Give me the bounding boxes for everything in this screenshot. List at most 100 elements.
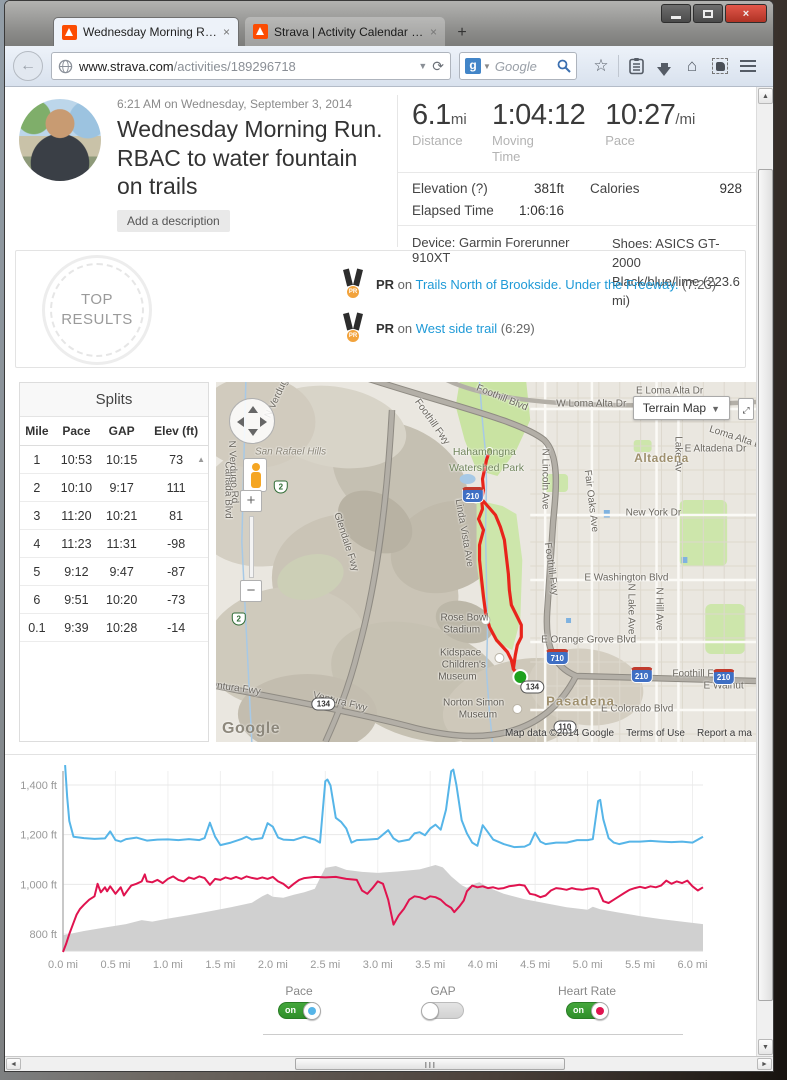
minimize-button[interactable] — [661, 4, 691, 23]
download-icon[interactable] — [650, 53, 678, 79]
maximize-icon — [703, 9, 713, 18]
svg-text:1.0 mi: 1.0 mi — [153, 959, 183, 971]
evernote-clipper-icon[interactable] — [706, 53, 734, 79]
heart-rate-toggle-group: Heart Rate on — [541, 984, 633, 1022]
chevron-down-icon: ▼ — [711, 404, 720, 414]
map-label: E Orange Grove Blvd — [541, 634, 637, 646]
vertical-scroll-thumb[interactable] — [758, 169, 773, 1001]
terms-of-use-link[interactable]: Terms of Use — [626, 728, 685, 739]
map-pan-control[interactable] — [229, 398, 275, 444]
splits-table: Mile Pace GAP Elev (ft) 1 10:53 10:15 73 2 10:10… — [20, 417, 208, 642]
map-label: Rose Bowl — [440, 612, 489, 624]
reload-icon[interactable]: ⟳ — [432, 57, 444, 74]
scroll-down-arrow[interactable]: ▼ — [758, 1039, 773, 1055]
svg-text:800 ft: 800 ft — [29, 929, 57, 941]
segment-link[interactable]: West side trail — [415, 320, 498, 336]
tab-close-icon[interactable]: × — [222, 25, 230, 39]
elevation-value: 381ft — [533, 181, 564, 197]
gap-toggle-label: GAP — [430, 984, 456, 998]
svg-text:6.0 mi: 6.0 mi — [678, 959, 708, 971]
google-engine-icon[interactable]: g — [465, 58, 481, 74]
pace-toggle-label: Pace — [285, 984, 313, 998]
device-info: Device: Garmin Forerunner 910XT — [412, 235, 570, 266]
search-icon[interactable] — [557, 59, 571, 73]
map-label: Children's — [441, 659, 486, 671]
back-arrow-icon: ← — [20, 57, 36, 74]
tab-title: Strava | Activity Calendar | ... — [274, 24, 424, 39]
splits-row: 3 11:20 10:21 81 — [20, 501, 208, 530]
heart-rate-toggle[interactable]: on — [566, 1002, 609, 1020]
distance-value: 6.1 — [412, 99, 451, 131]
map-type-button[interactable]: Terrain Map ▼ — [632, 396, 730, 420]
primary-stats: 6.1mi Distance 1:04:12 Moving Time 10:27… — [398, 95, 756, 172]
map-zoom-out-button[interactable]: − — [240, 580, 262, 602]
svg-text:2.0 mi: 2.0 mi — [258, 959, 288, 971]
bookmark-star-icon[interactable]: ☆ — [593, 56, 609, 75]
map-label: Altadena — [634, 450, 689, 465]
pace-toggle[interactable]: on — [278, 1002, 321, 1020]
maximize-button[interactable] — [693, 4, 723, 23]
svg-text:3.0 mi: 3.0 mi — [363, 959, 393, 971]
new-tab-button[interactable]: + — [457, 24, 467, 41]
strava-activity-page: 6:21 AM on Wednesday, September 3, 2014 … — [5, 87, 756, 1056]
street-view-pegman-icon[interactable] — [243, 458, 267, 492]
pr-medal-icon: PR — [342, 312, 364, 343]
highway-shield: 710 — [546, 649, 569, 666]
tab-calendar[interactable]: Strava | Activity Calendar | ... × — [245, 17, 445, 46]
tab-activity[interactable]: Wednesday Morning Run. ... × — [53, 17, 239, 46]
elevation-chart[interactable]: 0.0 mi 0.5 mi 1.0 mi 1.5 mi 2.0 mi 2.5 mi 3.0 … — [11, 763, 735, 979]
svg-text:0.5 mi: 0.5 mi — [100, 959, 130, 971]
url-bar[interactable]: www.strava.com/activities/189296718 ▼ ⟳ — [51, 52, 451, 80]
browser-window: × Wednesday Morning Run. ... × Strava | … — [4, 0, 774, 1072]
splits-row: 5 9:12 9:47 -87 — [20, 557, 208, 586]
athlete-avatar[interactable] — [19, 99, 101, 181]
pr-medal-icon: PR — [342, 268, 364, 299]
top-results-heading: TOP RESULTS — [61, 290, 133, 328]
map-expand-button[interactable]: ⤢ — [738, 398, 754, 420]
map-zoom-slider[interactable] — [249, 516, 254, 578]
bookmarks-menu-icon[interactable] — [622, 53, 650, 79]
shoes-line2: Black/blue/lime (223.6 mi) — [611, 273, 740, 308]
svg-text:1,000 ft: 1,000 ft — [20, 879, 57, 891]
tab-close-icon[interactable]: × — [429, 24, 437, 39]
splits-row: 2 10:10 9:17 111 — [20, 473, 208, 502]
scroll-up-arrow[interactable]: ▲ — [758, 88, 773, 104]
scroll-right-arrow[interactable]: ► — [757, 1058, 772, 1070]
map-zoom-in-button[interactable]: + — [240, 490, 262, 512]
add-description-button[interactable]: Add a description — [117, 209, 230, 232]
url-path: /activities/189296718 — [173, 58, 296, 74]
stat-pace: 10:27/mi Pace — [605, 99, 695, 164]
splits-header-row: Mile Pace GAP Elev (ft) — [20, 417, 208, 446]
pace-value: 10:27 — [605, 99, 676, 131]
map-label: E Washington Blvd — [584, 572, 669, 584]
elevation-link[interactable]: Elevation (?) — [412, 181, 488, 197]
report-map-error-link[interactable]: Report a ma — [696, 728, 752, 739]
scroll-left-arrow[interactable]: ◄ — [6, 1058, 21, 1070]
gap-toggle[interactable] — [421, 1002, 464, 1020]
url-dropdown-icon[interactable]: ▼ — [418, 61, 428, 71]
splits-map-row: Splits Mile Pace GAP Elev (ft) 1 10:53 10:15 7… — [19, 382, 756, 742]
horizontal-scrollbar[interactable]: ◄ ► — [5, 1056, 773, 1071]
svg-text:1,400 ft: 1,400 ft — [20, 780, 57, 792]
menu-hamburger-icon[interactable] — [734, 53, 762, 79]
vertical-scrollbar[interactable]: ▲ ▼ — [756, 87, 773, 1056]
map-label: Norton Simon — [443, 697, 505, 709]
horizontal-scroll-thumb[interactable] — [295, 1058, 565, 1070]
close-button[interactable]: × — [725, 4, 767, 23]
segment-link[interactable]: Trails North of Brookside. Under the Fre… — [415, 276, 679, 292]
navigation-toolbar: ← www.strava.com/activities/189296718 ▼ … — [5, 46, 773, 87]
distance-unit: mi — [450, 111, 467, 128]
back-button[interactable]: ← — [13, 51, 43, 81]
titlebar[interactable]: × Wednesday Morning Run. ... × Strava | … — [5, 1, 773, 46]
activity-title-block: 6:21 AM on Wednesday, September 3, 2014 … — [101, 95, 397, 247]
chart-footer-divider — [263, 1034, 683, 1035]
home-icon[interactable]: ⌂ — [686, 56, 698, 75]
engine-dropdown-icon[interactable]: ▼ — [483, 61, 491, 71]
shoes-info: Shoes: ASICS GT-2000 Black/blue/lime (22… — [612, 235, 742, 310]
svg-text:3.5 mi: 3.5 mi — [415, 959, 445, 971]
svg-text:5.5 mi: 5.5 mi — [625, 959, 655, 971]
scroll-grip-icon — [425, 1062, 435, 1068]
route-map[interactable]: Foothill Blvd Foothill Fwy Foothill Fwy Foo… — [216, 382, 756, 742]
splits-scroll-up-icon[interactable]: ▲ — [197, 455, 205, 464]
search-box[interactable]: g ▼ Google — [459, 52, 577, 80]
